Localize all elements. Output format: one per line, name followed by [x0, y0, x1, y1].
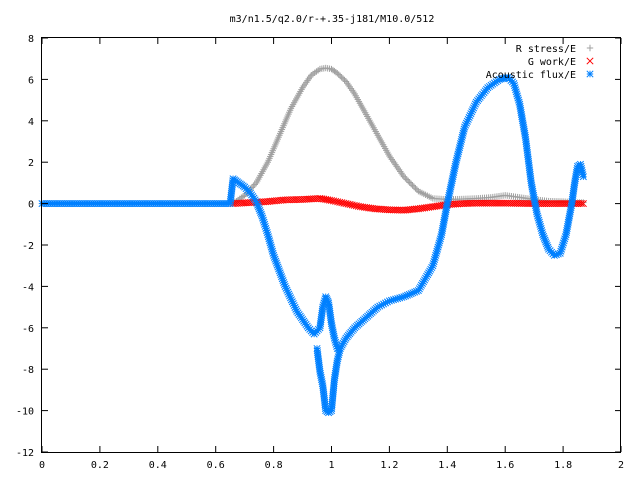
y-tick-label: 4: [28, 117, 34, 128]
series-acoustic-flux-spike: [313, 344, 344, 417]
x-tick-label: 1.4: [438, 460, 456, 471]
data-point: [413, 186, 421, 193]
data-point: [336, 198, 344, 206]
legend: R stress/E G work/E Acoustic flux/E: [486, 44, 594, 81]
data-point: [409, 182, 416, 189]
data-point: [336, 72, 344, 80]
x-tick-label: 1: [328, 460, 334, 471]
data-point: [332, 197, 340, 205]
y-tick-label: -4: [22, 282, 34, 293]
data-point: [352, 202, 360, 210]
x-tick-label: 0.2: [91, 460, 109, 471]
data-point: [339, 75, 347, 82]
legend-label: G work/E: [528, 57, 576, 68]
data-point: [342, 200, 350, 208]
data-point: [406, 179, 413, 186]
x-tick-label: 0.8: [265, 460, 283, 471]
data-point: [338, 199, 346, 207]
data-point: [410, 183, 418, 191]
legend-label: R stress/E: [516, 44, 576, 55]
y-tick-label: 2: [28, 158, 34, 169]
axes: 0 0.2 0.4 0.6 0.8 1 1.2 1.4 1.6 1.8 2 -12 -10 -8 -6 -4 -…: [16, 34, 624, 471]
y-tick-label: -8: [22, 365, 34, 376]
series-acoustic-flux-e: [38, 73, 587, 353]
data-point: [405, 177, 412, 185]
x-tick-label: 2: [618, 460, 624, 471]
y-tick-label: -10: [16, 407, 34, 418]
x-tick-label: 1.2: [380, 460, 398, 471]
x-tick-label: 1.6: [496, 460, 514, 471]
data-point: [335, 71, 342, 78]
data-point: [402, 174, 409, 182]
x-tick-label: 1.8: [554, 460, 572, 471]
x-tick-label: 0.6: [207, 460, 225, 471]
y-tick-label: -2: [22, 241, 34, 252]
data-point: [350, 201, 358, 209]
data-point: [412, 185, 419, 192]
y-tick-label: 0: [28, 200, 34, 211]
data-point: [334, 69, 341, 77]
chart-title: m3/n1.5/q2.0/r-+.35-j181/M10.0/512: [230, 14, 435, 25]
data-point: [334, 198, 342, 206]
legend-marker: [586, 44, 594, 52]
data-point: [336, 344, 344, 353]
data-point: [348, 201, 356, 209]
data-point: [579, 200, 587, 208]
data-point: [338, 74, 345, 81]
legend-label: Acoustic flux/E: [486, 70, 576, 81]
data-point: [403, 176, 410, 183]
series-r-stress-e: [229, 64, 587, 207]
data-point: [330, 197, 338, 205]
data-point: [341, 76, 348, 84]
data-point: [340, 199, 348, 207]
plot-area: [38, 64, 587, 417]
y-tick-label: -12: [16, 448, 34, 459]
legend-marker: [586, 70, 594, 78]
y-tick-label: -6: [22, 324, 34, 335]
data-point: [407, 180, 415, 188]
data-point: [346, 200, 354, 209]
data-point: [251, 181, 258, 188]
data-point: [344, 200, 352, 208]
legend-marker: [586, 57, 594, 65]
x-tick-label: 0: [39, 460, 45, 471]
x-tick-label: 0.4: [149, 460, 167, 471]
data-point: [577, 200, 585, 208]
y-tick-label: 6: [28, 75, 34, 86]
data-point: [400, 173, 408, 180]
data-point: [579, 173, 587, 181]
y-tick-label: 8: [28, 34, 34, 45]
data-point: [250, 182, 257, 190]
data-point: [580, 199, 587, 206]
data-point: [327, 196, 336, 205]
series-g-work-e: [229, 194, 587, 214]
